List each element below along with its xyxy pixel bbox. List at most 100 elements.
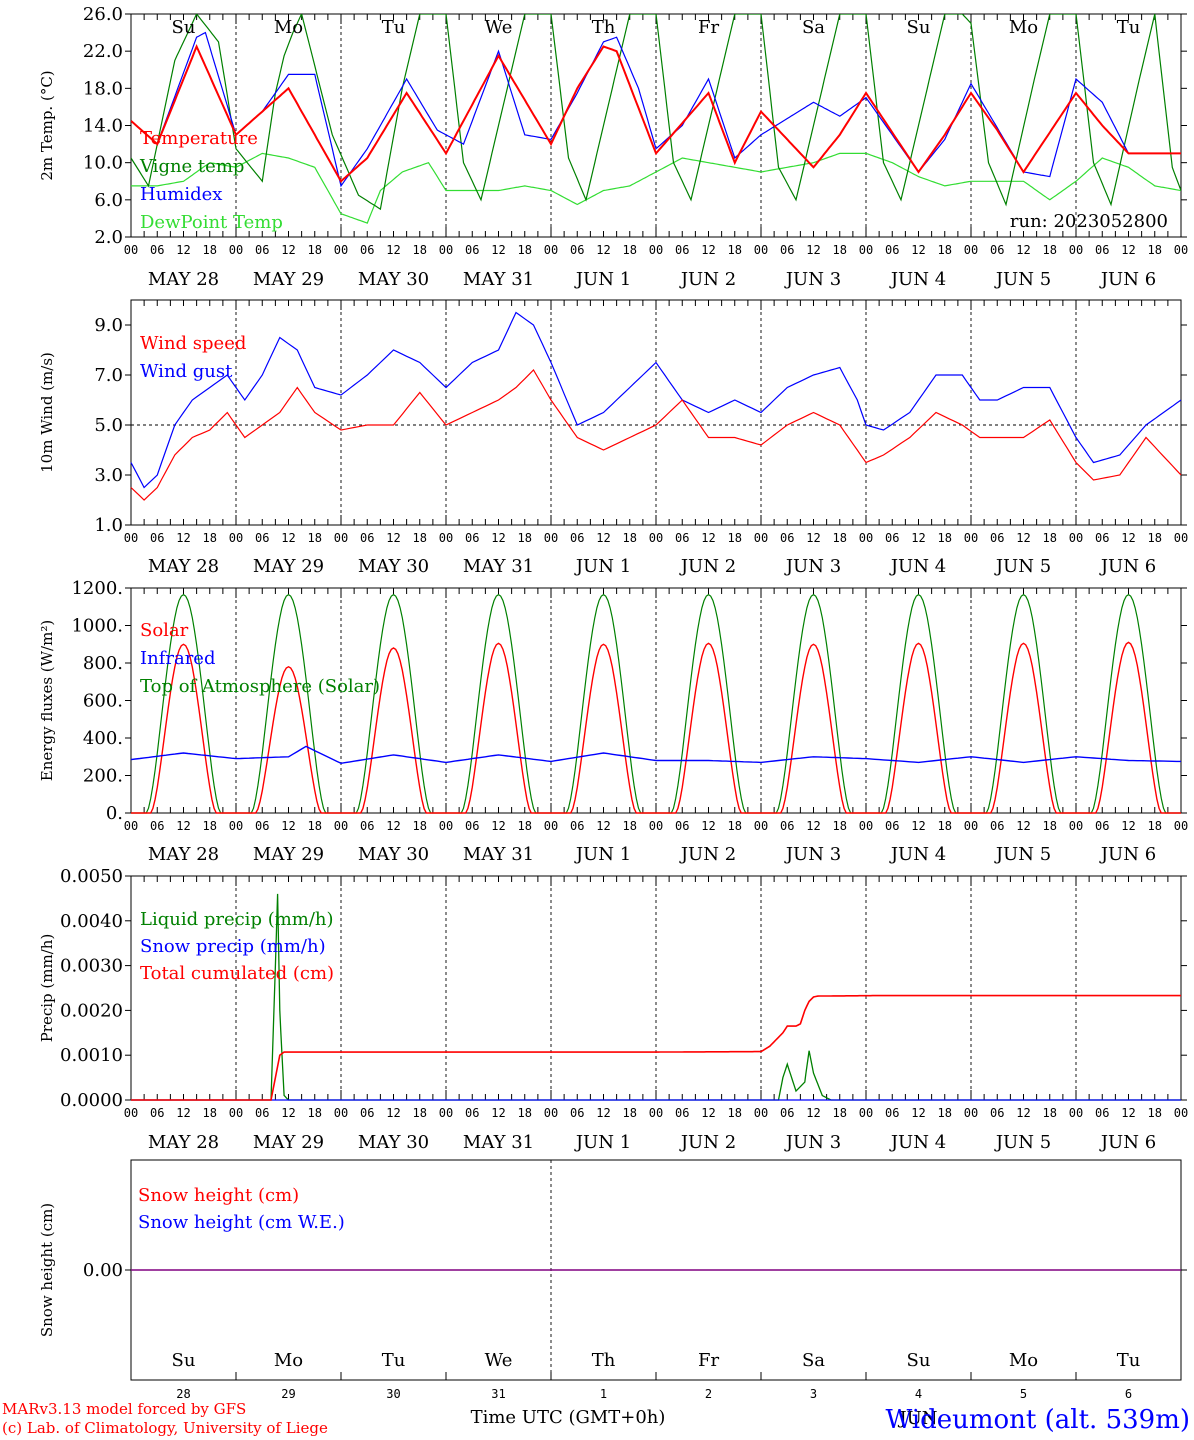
series-line-vigne-temp bbox=[131, 14, 1181, 211]
hour-tick-label: 18 bbox=[1148, 1106, 1162, 1120]
date-label: JUN 4 bbox=[889, 1132, 946, 1153]
day-name: Sa bbox=[802, 17, 825, 38]
hour-tick-label: 06 bbox=[675, 1106, 689, 1120]
day-number: 4 bbox=[915, 1387, 922, 1401]
hour-tick-label: 12 bbox=[911, 243, 925, 257]
legend-temperature: Temperature bbox=[140, 128, 258, 149]
y-axis-label: 2m Temp. (°C) bbox=[38, 70, 56, 180]
hour-tick-label: 06 bbox=[360, 243, 374, 257]
date-label: JUN 4 bbox=[889, 844, 946, 865]
y-tick-label: 0.0030 bbox=[60, 956, 123, 977]
legend-total-cumulated-cm: Total cumulated (cm) bbox=[140, 963, 334, 984]
hour-tick-label: 00 bbox=[544, 1106, 558, 1120]
hour-tick-label: 12 bbox=[281, 531, 295, 545]
day-name: Tu bbox=[382, 17, 406, 38]
date-label: MAY 31 bbox=[463, 556, 534, 577]
y-axis-label: 10m Wind (m/s) bbox=[38, 352, 56, 473]
hour-tick-label: 06 bbox=[885, 1106, 899, 1120]
hour-tick-label: 12 bbox=[1121, 819, 1135, 833]
day-name: Tu bbox=[1117, 17, 1141, 38]
hour-tick-label: 06 bbox=[465, 243, 479, 257]
y-tick-label: 0.0020 bbox=[60, 1000, 123, 1021]
y-tick-label: 600. bbox=[83, 691, 123, 712]
hour-tick-label: 18 bbox=[308, 1106, 322, 1120]
hour-tick-label: 18 bbox=[308, 819, 322, 833]
hour-tick-label: 12 bbox=[176, 243, 190, 257]
date-label: MAY 31 bbox=[463, 844, 534, 865]
hour-tick-label: 00 bbox=[229, 243, 243, 257]
footer: MARv3.13 model forced by GFS(c) Lab. of … bbox=[2, 1400, 1190, 1437]
hour-tick-label: 06 bbox=[1095, 819, 1109, 833]
plot-frame bbox=[130, 299, 1182, 526]
hour-tick-label: 06 bbox=[360, 1106, 374, 1120]
panel-4: 00 06 12 18 00 06 12 18 00 06 12 18 00 06 12 18 00 06 12 18… bbox=[38, 866, 1188, 1153]
hour-tick-label: 00 bbox=[649, 1106, 663, 1120]
series-line-humidex bbox=[131, 31, 1181, 188]
series-line-total-cumulated bbox=[131, 994, 1181, 1101]
hour-tick-label: 06 bbox=[360, 819, 374, 833]
legend-wind-gust: Wind gust bbox=[140, 361, 233, 382]
hour-tick-label: 12 bbox=[911, 531, 925, 545]
hour-tick-label: 12 bbox=[281, 819, 295, 833]
hour-tick-label: 06 bbox=[150, 531, 164, 545]
hour-tick-label: 18 bbox=[938, 531, 952, 545]
hour-tick-label: 12 bbox=[491, 1106, 505, 1120]
hour-tick-label: 00 bbox=[1174, 1106, 1188, 1120]
day-name: Fr bbox=[698, 1350, 719, 1371]
y-tick-label: 18.0 bbox=[83, 78, 123, 99]
hour-tick-label: 18 bbox=[833, 243, 847, 257]
y-axis-label: Energy fluxes (W/m²) bbox=[38, 620, 56, 781]
date-label: JUN 6 bbox=[1099, 269, 1156, 290]
date-label: MAY 28 bbox=[148, 1132, 219, 1153]
date-label: MAY 29 bbox=[253, 556, 324, 577]
month-label: JUN bbox=[897, 1408, 937, 1429]
hour-tick-label: 12 bbox=[1016, 531, 1030, 545]
date-label: JUN 5 bbox=[994, 269, 1051, 290]
plot-frame bbox=[130, 587, 1182, 814]
day-name: Th bbox=[592, 1350, 616, 1371]
hour-tick-label: 18 bbox=[623, 1106, 637, 1120]
hour-tick-label: 18 bbox=[308, 243, 322, 257]
day-name: Tu bbox=[382, 1350, 406, 1371]
legend-dewpoint-temp: DewPoint Temp bbox=[140, 212, 283, 233]
date-label: MAY 30 bbox=[358, 844, 429, 865]
date-label: JUN 5 bbox=[994, 1132, 1051, 1153]
hour-tick-label: 00 bbox=[754, 819, 768, 833]
hour-tick-label: 12 bbox=[281, 243, 295, 257]
legend-infrared: Infrared bbox=[140, 648, 215, 669]
hour-tick-label: 12 bbox=[1121, 531, 1135, 545]
day-number: 5 bbox=[1020, 1387, 1027, 1401]
y-tick-label: 1000. bbox=[71, 616, 123, 637]
hour-tick-label: 00 bbox=[229, 819, 243, 833]
hour-tick-label: 12 bbox=[701, 243, 715, 257]
hour-tick-label: 18 bbox=[1043, 819, 1057, 833]
hour-tick-label: 06 bbox=[1095, 531, 1109, 545]
hour-tick-label: 18 bbox=[1043, 531, 1057, 545]
panel-2: 00 06 12 18 00 06 12 18 00 06 12 18 00 06 12 18 00 06 12 18… bbox=[38, 299, 1188, 577]
hour-tick-label: 00 bbox=[124, 243, 138, 257]
hour-tick-label: 18 bbox=[1148, 819, 1162, 833]
day-number: 28 bbox=[176, 1387, 190, 1401]
hour-tick-label: 12 bbox=[596, 531, 610, 545]
panel-1: 00 06 12 18 00 06 12 18 00 06 12 18 00 06 12 18 00 06 12 18… bbox=[38, 4, 1188, 290]
credit-line-2: (c) Lab. of Climatology, University of L… bbox=[2, 1419, 328, 1437]
hour-tick-label: 06 bbox=[780, 243, 794, 257]
hour-tick-label: 18 bbox=[728, 243, 742, 257]
hour-tick-label: 00 bbox=[439, 819, 453, 833]
date-label: MAY 30 bbox=[358, 269, 429, 290]
hour-tick-label: 12 bbox=[806, 819, 820, 833]
hour-tick-label: 06 bbox=[465, 531, 479, 545]
hour-tick-label: 00 bbox=[334, 1106, 348, 1120]
y-tick-label: 9.0 bbox=[94, 315, 123, 336]
date-label: JUN 5 bbox=[994, 556, 1051, 577]
hour-tick-label: 12 bbox=[1121, 243, 1135, 257]
hour-tick-label: 12 bbox=[176, 1106, 190, 1120]
hour-tick-label: 06 bbox=[570, 531, 584, 545]
x-axis-title: Time UTC (GMT+0h) bbox=[471, 1407, 666, 1428]
hour-tick-label: 00 bbox=[1069, 531, 1083, 545]
hour-tick-label: 06 bbox=[570, 243, 584, 257]
credit-line-1: MARv3.13 model forced by GFS bbox=[2, 1400, 246, 1418]
hour-tick-label: 06 bbox=[255, 819, 269, 833]
y-tick-label: 2.0 bbox=[94, 227, 123, 248]
hour-tick-label: 18 bbox=[1043, 243, 1057, 257]
